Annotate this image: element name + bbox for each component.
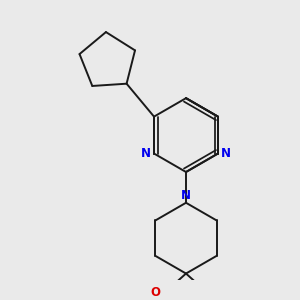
- Text: N: N: [181, 190, 191, 202]
- Text: O: O: [150, 286, 160, 299]
- Text: N: N: [141, 147, 151, 160]
- Text: N: N: [221, 147, 231, 160]
